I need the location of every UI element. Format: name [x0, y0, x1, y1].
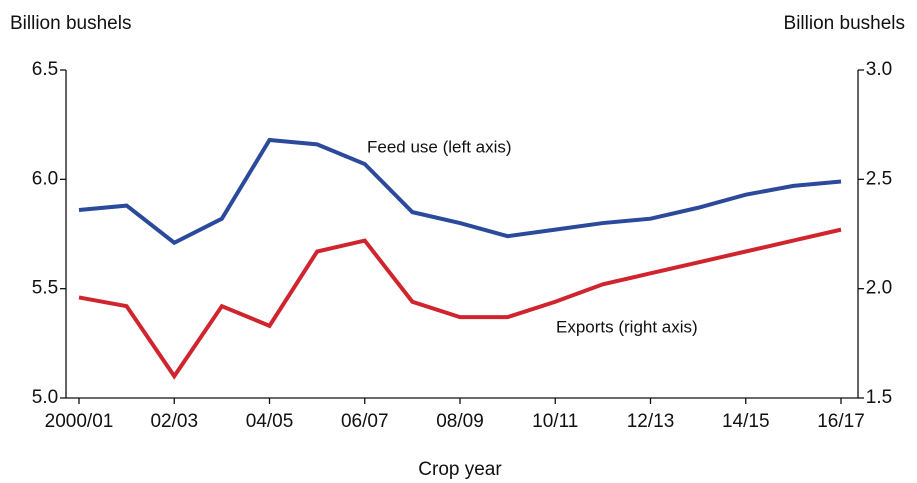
x-tick-label: 08/09 [436, 411, 484, 432]
x-tick-label: 10/11 [532, 411, 578, 432]
y-tick-label: 6.0 [32, 168, 58, 189]
data-line [78, 227, 842, 380]
x-axis-title: Crop year [418, 459, 502, 480]
y2-tick-label: 2.5 [866, 168, 892, 189]
y-tick-label: 5.0 [32, 387, 58, 408]
series-label: Exports (right axis) [556, 317, 698, 336]
x-tick-label: 2000/01 [45, 411, 114, 432]
data-line [78, 137, 842, 246]
y-axis-title: Billion bushels [10, 13, 131, 34]
y-tick-label: 5.5 [32, 278, 58, 299]
y2-tick-label: 3.0 [866, 59, 892, 80]
x-tick-label: 02/03 [150, 411, 198, 432]
x-tick-label: 04/05 [246, 411, 294, 432]
x-tick-label: 16/17 [817, 411, 865, 432]
y-tick-label: 6.5 [32, 59, 58, 80]
x-tick-label: 12/13 [627, 411, 675, 432]
y2-tick-label: 1.5 [866, 387, 892, 408]
x-tick-label: 06/07 [341, 411, 389, 432]
y2-tick-label: 2.0 [866, 278, 892, 299]
x-tick-label: 14/15 [722, 411, 770, 432]
y2-axis-title: Billion bushels [784, 13, 905, 34]
series-label: Feed use (left axis) [367, 137, 512, 156]
